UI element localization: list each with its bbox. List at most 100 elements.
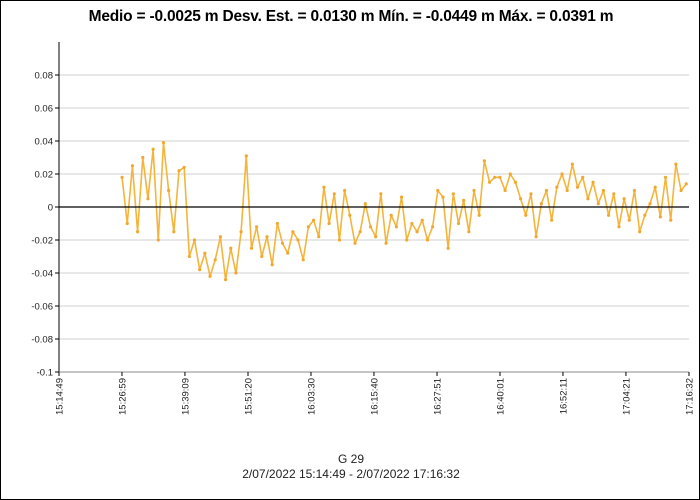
x-tick-label: 16:03:30: [306, 378, 317, 415]
data-point: [161, 141, 166, 145]
data-point: [275, 221, 279, 226]
data-point: [617, 225, 621, 229]
data-point: [260, 254, 264, 259]
x-tick-label: 15:51:20: [244, 378, 255, 415]
data-point: [508, 172, 512, 176]
data-point: [229, 246, 233, 250]
data-point: [255, 225, 259, 229]
data-point: [353, 241, 357, 245]
data-point: [477, 213, 481, 217]
data-point: [167, 188, 171, 193]
data-point: [539, 202, 543, 206]
data-point: [658, 215, 662, 219]
data-point: [493, 175, 497, 179]
data-point: [498, 175, 502, 179]
data-point: [596, 202, 600, 206]
data-point: [482, 159, 486, 163]
data-point: [669, 218, 673, 222]
series-line: [121, 141, 687, 281]
data-point: [544, 188, 549, 193]
data-point: [192, 238, 197, 242]
data-point: [487, 180, 492, 184]
y-tick-label: -0.06: [31, 302, 53, 313]
x-tick-label: 15:39:09: [180, 378, 191, 415]
data-point: [203, 251, 207, 255]
data-point: [653, 185, 657, 189]
data-point: [306, 225, 310, 229]
x-tick-label: 16:27:51: [433, 378, 444, 415]
data-point: [648, 202, 652, 206]
y-tick-label: 0.02: [35, 170, 54, 181]
data-point: [182, 165, 186, 169]
x-tick-label: 17:04:21: [621, 378, 632, 415]
data-point: [389, 213, 393, 217]
x-tick-label: 15:14:49: [55, 378, 66, 415]
data-point: [431, 225, 435, 229]
data-point: [622, 197, 626, 201]
data-point: [420, 218, 424, 222]
data-point: [436, 188, 440, 193]
data-point: [301, 258, 305, 262]
data-point: [565, 188, 569, 193]
data-point: [146, 197, 150, 201]
data-point: [296, 238, 300, 242]
data-point: [317, 235, 321, 239]
data-point: [601, 188, 606, 193]
data-point: [270, 263, 274, 267]
data-point: [343, 188, 347, 193]
data-point: [130, 164, 135, 168]
data-point: [291, 230, 295, 234]
data-point: [446, 246, 450, 250]
data-point: [467, 230, 471, 234]
series-label: G 29: [337, 452, 364, 466]
data-point: [213, 258, 217, 262]
data-point: [177, 169, 181, 173]
data-point: [348, 213, 352, 217]
y-tick-label: -0.1: [37, 368, 53, 379]
data-point: [451, 192, 455, 196]
data-point: [663, 175, 668, 179]
data-point: [550, 218, 554, 222]
x-tick-label: 16:40:01: [495, 378, 506, 415]
data-point: [223, 278, 228, 282]
data-point: [632, 188, 637, 193]
data-point: [358, 230, 362, 234]
data-point: [513, 180, 518, 184]
data-point: [586, 197, 590, 201]
data-point: [368, 225, 373, 229]
data-point: [456, 221, 461, 226]
data-point: [125, 221, 129, 226]
data-point: [684, 182, 688, 186]
data-point: [172, 230, 176, 234]
data-point: [198, 268, 202, 272]
data-point: [441, 195, 445, 199]
chart-title: Medio = -0.0025 m Desv. Est. = 0.0130 m …: [88, 8, 614, 25]
data-point: [208, 274, 212, 278]
data-point: [472, 188, 476, 193]
data-point: [503, 188, 507, 193]
data-point: [643, 213, 647, 217]
data-point: [607, 213, 611, 217]
date-range-label: 2/07/2022 15:14:49 - 2/07/2022 17:16:32: [242, 467, 460, 481]
data-point: [679, 188, 683, 193]
data-point: [425, 238, 430, 242]
x-tick-label: 17:16:32: [685, 378, 696, 415]
y-tick-label: 0.08: [35, 71, 54, 82]
data-point: [405, 238, 409, 242]
y-tick-label: -0.02: [31, 236, 53, 247]
data-point: [332, 192, 336, 196]
data-point: [322, 185, 326, 189]
data-point: [524, 213, 528, 217]
x-tick-label: 15:26:59: [117, 378, 128, 415]
data-point: [156, 238, 160, 242]
data-point: [575, 185, 580, 189]
data-point: [363, 202, 367, 206]
data-point: [135, 230, 140, 234]
data-point: [286, 251, 290, 255]
data-point: [187, 254, 191, 259]
data-point: [399, 195, 404, 199]
data-point: [327, 221, 331, 226]
data-point: [234, 271, 238, 275]
